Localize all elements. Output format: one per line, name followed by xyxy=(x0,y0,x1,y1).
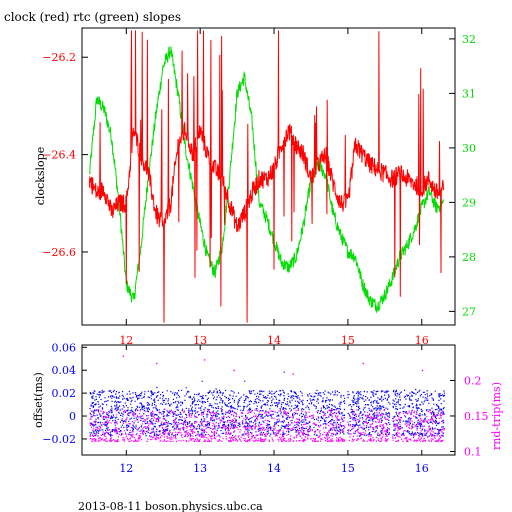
offset-panel: 12 13 14 15 16 0.06 0.04 0.02 0 −0.02 0.2 0.15 0.1 o… xyxy=(32,341,503,475)
y2-tick-label: 29 xyxy=(462,196,476,209)
x-tick-label: 12 xyxy=(119,334,133,347)
y2-tick-label: 0.15 xyxy=(464,410,489,423)
x-tick-label: 13 xyxy=(193,334,207,347)
slope-plot-area xyxy=(88,30,445,323)
offset-points xyxy=(89,371,446,437)
slope-plot-frame xyxy=(81,27,456,326)
x-tick-label: 16 xyxy=(415,462,429,475)
rtc-slope-line xyxy=(88,46,445,314)
x-tick-label: 12 xyxy=(119,462,133,475)
x-tick-label: 14 xyxy=(267,462,281,475)
y2-tick-label: 30 xyxy=(462,142,476,155)
clock-slope-line xyxy=(88,30,445,323)
offset-y-axis-label: offset(ms) xyxy=(32,372,45,428)
y-tick-label: 0.02 xyxy=(52,387,77,400)
y-tick-label: −26.4 xyxy=(42,149,76,162)
offset-plot-area xyxy=(89,355,446,442)
y-tick-label: −0.02 xyxy=(42,433,76,446)
slope-axes: 12 13 14 15 16 −26.2 −26.4 −26.6 32 31 30 29 28 27 xyxy=(42,28,476,347)
y2-tick-label: 0.2 xyxy=(464,374,482,387)
x-tick-label: 15 xyxy=(341,462,355,475)
slope-panel: 12 13 14 15 16 −26.2 −26.4 −26.6 32 31 30 29 28 27 cl… xyxy=(34,27,476,347)
y2-tick-label: 31 xyxy=(462,87,476,100)
x-tick-label: 16 xyxy=(415,334,429,347)
rnd-trip-y-axis-label: rnd-trip(ms) xyxy=(490,382,503,450)
y2-tick-label: 28 xyxy=(462,251,476,264)
x-tick-label: 14 xyxy=(267,334,281,347)
y-tick-label: −26.2 xyxy=(42,51,76,64)
y2-tick-label: 32 xyxy=(462,33,476,46)
offset-plot-frame xyxy=(81,344,456,456)
x-tick-label: 15 xyxy=(341,334,355,347)
rnd-trip-points xyxy=(89,355,445,442)
slope-y-axis-label: clockslope xyxy=(34,147,47,205)
y-tick-label: 0.04 xyxy=(52,364,77,377)
y-tick-label: −26.6 xyxy=(42,246,76,259)
y-tick-label: 0.06 xyxy=(52,341,77,354)
footer-text: 2013-08-11 boson.physics.ubc.ca xyxy=(78,500,263,512)
chart-title: clock (red) rtc (green) slopes xyxy=(4,10,181,24)
x-tick-label: 13 xyxy=(193,462,207,475)
y2-tick-label: 27 xyxy=(462,305,476,318)
y-tick-label: 0 xyxy=(69,410,76,423)
offset-axes: 12 13 14 15 16 0.06 0.04 0.02 0 −0.02 0.2 0.15 0.1 xyxy=(42,341,488,475)
y2-tick-label: 0.1 xyxy=(464,445,482,458)
